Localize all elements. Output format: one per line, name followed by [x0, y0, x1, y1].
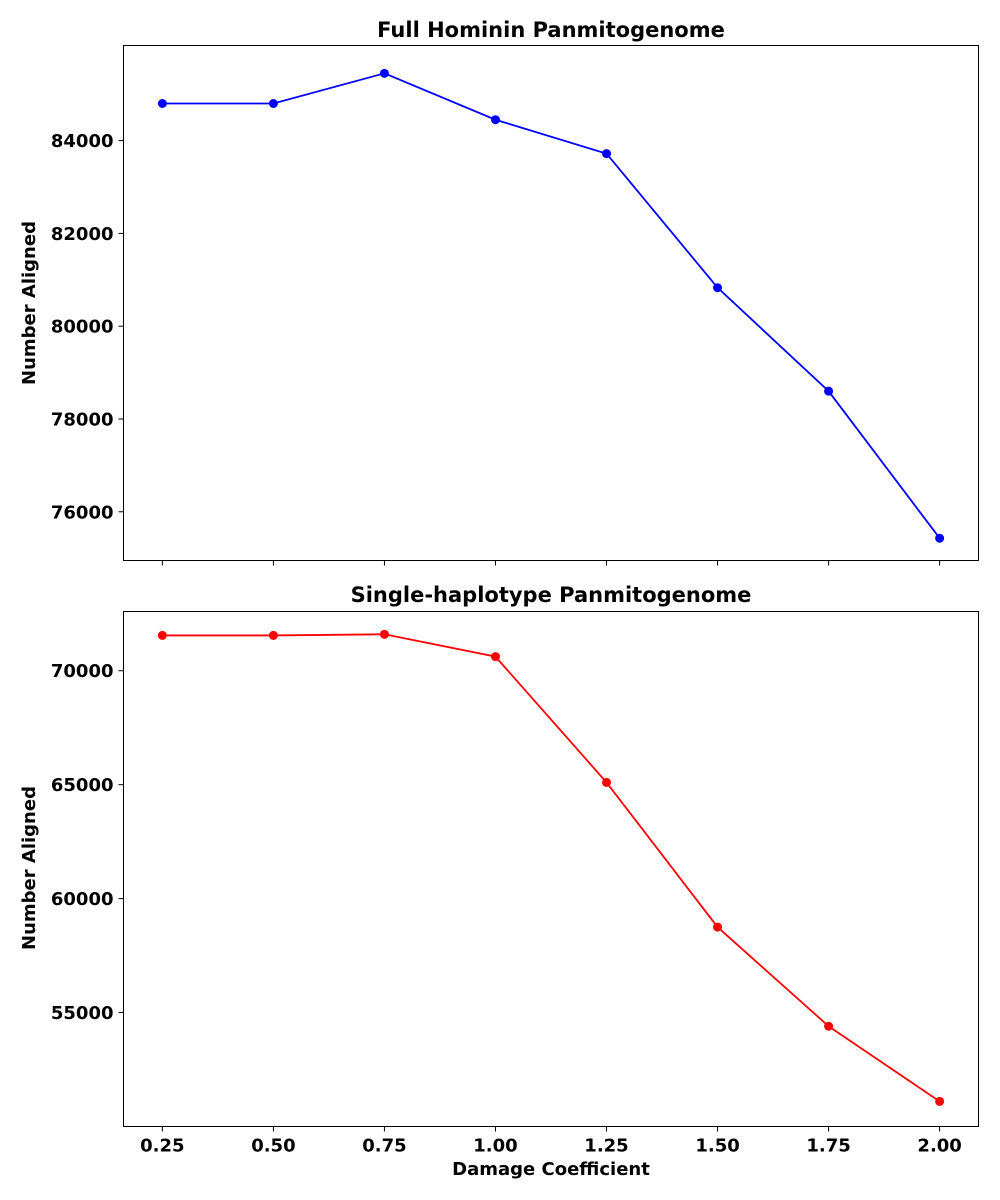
data-point — [268, 98, 278, 108]
data-point — [935, 533, 945, 543]
plot-area — [157, 68, 945, 543]
x-tick-label: 1.50 — [695, 1136, 739, 1157]
series-line — [162, 72, 941, 539]
data-point — [490, 652, 500, 662]
data-point — [490, 115, 500, 125]
x-tick-label: 1.25 — [584, 1136, 628, 1157]
panel-single-haplotype: Single-haplotype Panmitogenome Number Al… — [19, 583, 979, 1180]
x-tick-label: 1.75 — [806, 1136, 850, 1157]
chart-title: Single-haplotype Panmitogenome — [351, 583, 752, 607]
axis-ticks: 76000 78000 80000 82000 84000 — [51, 131, 941, 566]
x-tick-label: 0.25 — [140, 1136, 184, 1157]
y-tick-label: 70000 — [51, 661, 114, 682]
x-tick-label: 1.00 — [473, 1136, 517, 1157]
y-tick-label: 65000 — [51, 775, 114, 796]
series-line — [162, 633, 941, 1103]
data-point — [935, 1096, 945, 1106]
data-point — [602, 777, 612, 787]
axes-frame — [123, 611, 979, 1127]
y-tick-label: 82000 — [51, 224, 114, 245]
panel-full-hominin: Full Hominin Panmitogenome Number Aligne… — [19, 18, 979, 566]
data-point — [602, 149, 612, 159]
y-tick-label: 78000 — [51, 409, 114, 430]
y-axis-label: Number Aligned — [19, 786, 40, 950]
data-point — [824, 386, 834, 396]
data-point — [157, 98, 167, 108]
axis-ticks: 55000 60000 65000 70000 0.25 0.50 0.75 1.00 1.25… — [51, 661, 962, 1156]
x-axis-label: Damage Coefficient — [452, 1159, 650, 1180]
data-point — [379, 629, 389, 639]
y-tick-label: 80000 — [51, 317, 114, 338]
data-point — [379, 68, 389, 78]
data-point — [713, 283, 723, 293]
x-tick-label: 0.50 — [251, 1136, 295, 1157]
y-axis-label: Number Aligned — [19, 221, 40, 385]
y-tick-label: 84000 — [51, 131, 114, 152]
x-tick-label: 2.00 — [917, 1136, 961, 1157]
axes-frame — [123, 45, 979, 561]
y-tick-label: 60000 — [51, 889, 114, 910]
plot-area — [157, 629, 945, 1106]
data-point — [157, 630, 167, 640]
data-point — [713, 922, 723, 932]
data-point — [268, 630, 278, 640]
y-tick-label: 76000 — [51, 502, 114, 523]
x-tick-label: 0.75 — [362, 1136, 406, 1157]
y-tick-label: 55000 — [51, 1003, 114, 1024]
chart-title: Full Hominin Panmitogenome — [377, 18, 725, 42]
data-point — [824, 1021, 834, 1031]
